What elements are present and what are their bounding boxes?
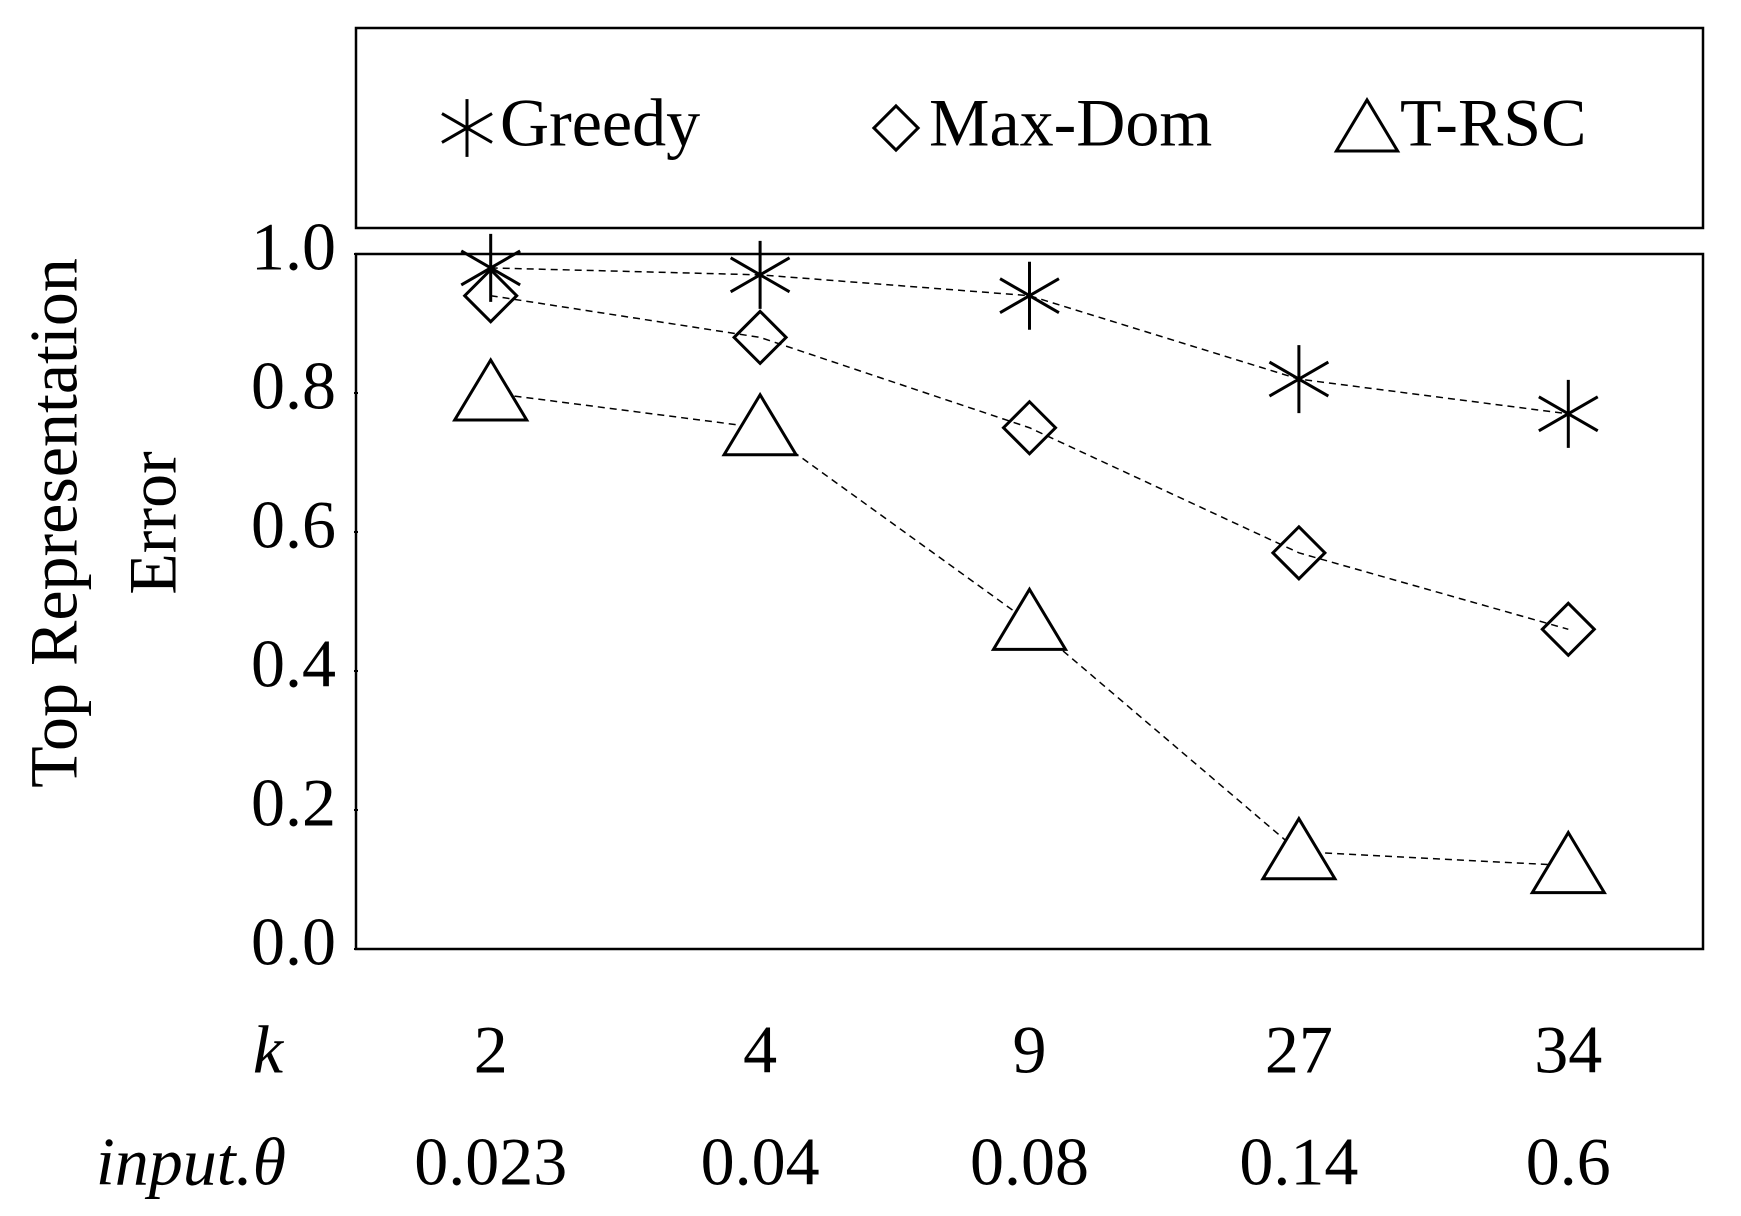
marker bbox=[452, 357, 530, 422]
marker bbox=[1529, 829, 1607, 895]
plot-frame bbox=[354, 252, 1705, 951]
x-tick-label: 27 bbox=[1265, 1012, 1333, 1088]
marker bbox=[1268, 345, 1330, 414]
row-label: input.θ bbox=[96, 1124, 286, 1200]
y-tick-label: 0.6 bbox=[251, 487, 336, 563]
marker bbox=[1540, 601, 1597, 658]
x-tick-label: 2 bbox=[474, 1012, 508, 1088]
marker bbox=[729, 240, 791, 309]
y-axis-label-line: Top Representation bbox=[16, 258, 92, 788]
y-axis-label: Top Representation bbox=[16, 258, 92, 788]
legend-label: T-RSC bbox=[1400, 85, 1586, 161]
marker bbox=[721, 391, 799, 457]
y-tick-label: 0.0 bbox=[251, 904, 336, 980]
marker bbox=[1270, 524, 1328, 581]
marker bbox=[1538, 379, 1599, 448]
y-tick-label: 1.0 bbox=[251, 209, 336, 285]
legend-box bbox=[354, 26, 1705, 230]
marker bbox=[999, 261, 1060, 330]
row-label: k bbox=[253, 1012, 285, 1088]
marker-stroke bbox=[729, 256, 791, 294]
x-tick-label: 4 bbox=[743, 1012, 777, 1088]
marker bbox=[441, 99, 493, 157]
marker-stroke bbox=[1268, 360, 1330, 398]
x-tick-label: 34 bbox=[1534, 1012, 1602, 1088]
marker bbox=[1333, 97, 1401, 153]
marker-stroke bbox=[999, 277, 1060, 314]
y-tick-label: 0.4 bbox=[251, 626, 336, 702]
x-tick-label: 9 bbox=[1013, 1012, 1047, 1088]
marker-stroke bbox=[441, 112, 493, 144]
y-axis-label-line: Error bbox=[115, 451, 191, 595]
marker bbox=[1260, 815, 1338, 881]
marker bbox=[871, 103, 921, 153]
y-tick-label: 0.2 bbox=[251, 765, 336, 841]
marker bbox=[1001, 399, 1058, 456]
x-tick-label: 0.08 bbox=[970, 1124, 1089, 1200]
marker bbox=[990, 586, 1069, 651]
legend-label: Max-Dom bbox=[929, 85, 1212, 161]
x-tick-label: 0.04 bbox=[701, 1124, 820, 1200]
series-line bbox=[490, 294, 1569, 631]
marker bbox=[462, 267, 519, 324]
x-tick-label: 0.023 bbox=[414, 1124, 567, 1200]
y-tick-label: 0.8 bbox=[251, 348, 336, 424]
legend-label: Greedy bbox=[500, 85, 700, 161]
marker-stroke bbox=[1538, 395, 1599, 433]
y-axis-label: Error bbox=[115, 451, 191, 595]
series-line bbox=[490, 267, 1569, 415]
x-tick-label: 0.14 bbox=[1239, 1124, 1358, 1200]
marker bbox=[731, 309, 789, 366]
x-tick-label: 0.6 bbox=[1526, 1124, 1611, 1200]
